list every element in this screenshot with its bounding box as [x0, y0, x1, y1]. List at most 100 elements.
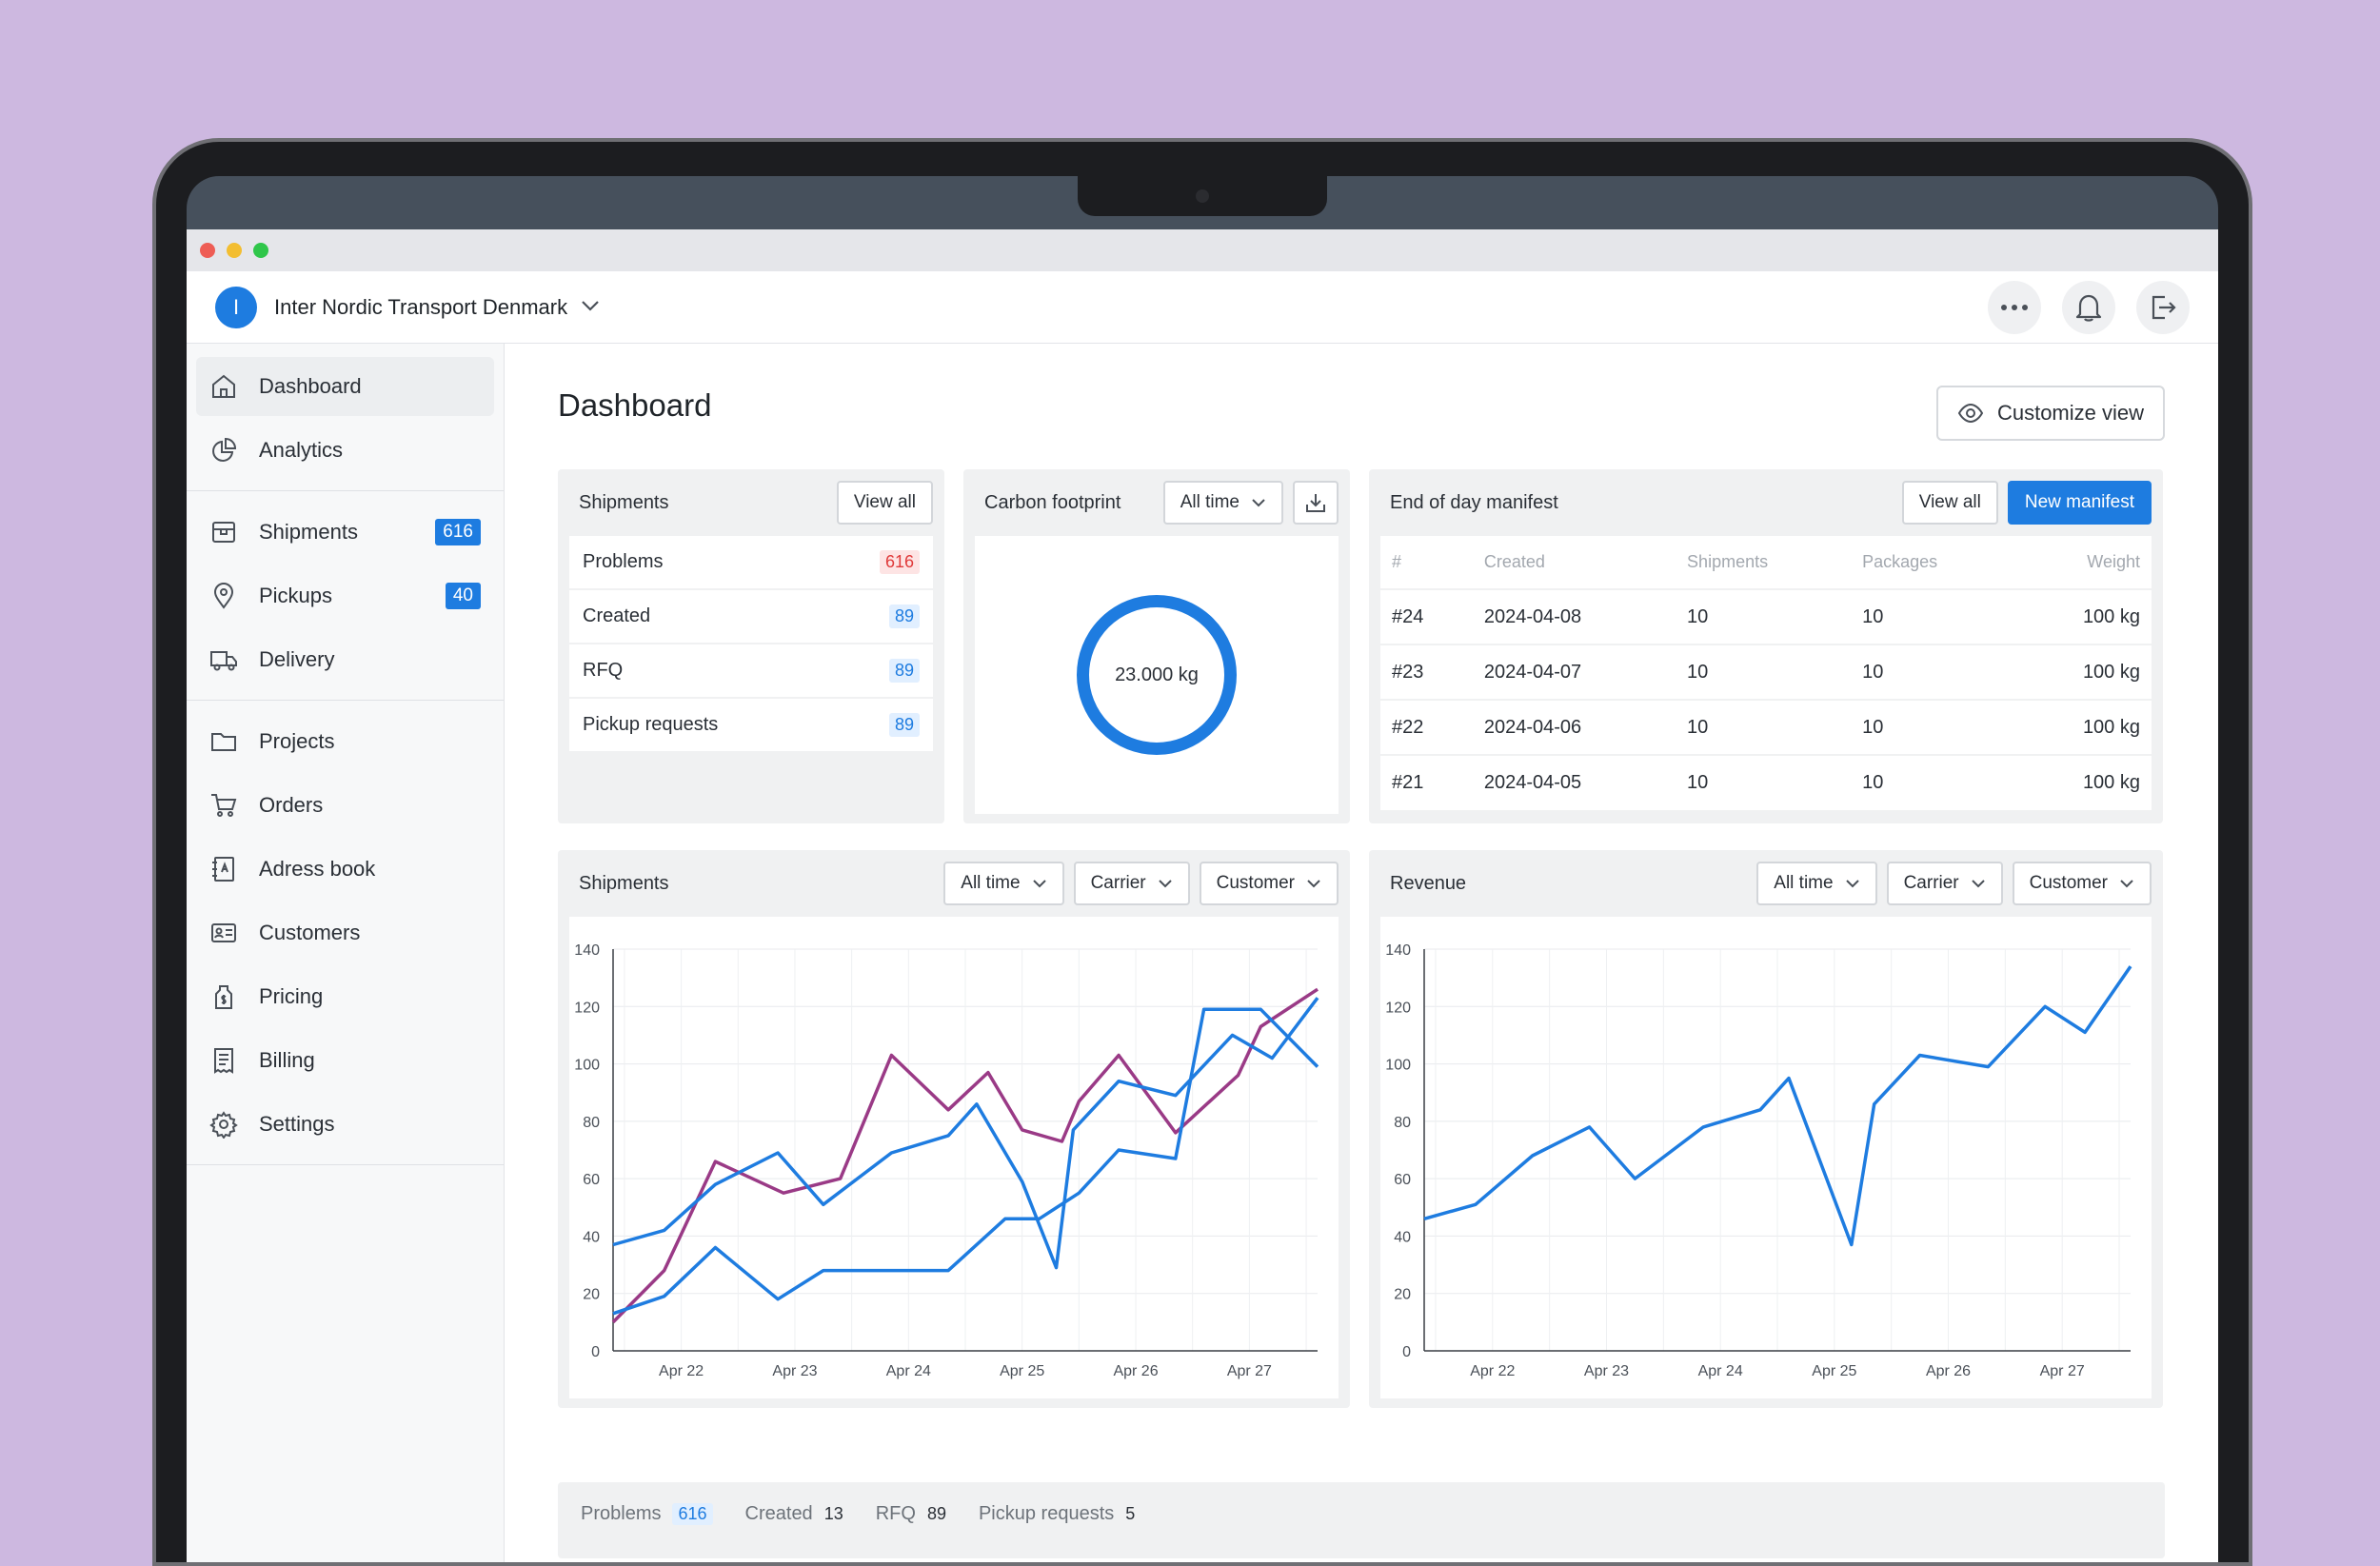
org-avatar[interactable]: I: [215, 286, 257, 328]
filter-dropdown-customer[interactable]: Customer: [1199, 862, 1339, 905]
series-line-1: [1423, 965, 2132, 1247]
list-item[interactable]: Problems 616: [569, 536, 933, 590]
sidebar-item-pickups[interactable]: Pickups 40: [196, 566, 494, 625]
sidebar-item-label: Dashboard: [259, 374, 362, 398]
shipments-card: Shipments View all Problems 616 Created 8…: [558, 469, 944, 823]
carbon-footprint-card: Carbon footprint All time 23.000 kg: [963, 469, 1350, 823]
carbon-value: 23.000 kg: [1077, 595, 1237, 755]
count-badge: 89: [888, 659, 920, 683]
x-tick-label: Apr 24: [886, 1363, 931, 1379]
tab-count: 89: [926, 1504, 946, 1523]
sidebar-item-dashboard[interactable]: Dashboard: [196, 357, 494, 416]
table-cell: #21: [1380, 754, 1473, 810]
page-title: Dashboard: [558, 387, 712, 423]
count-badge: 89: [888, 713, 920, 737]
tab-rfq[interactable]: RFQ 89: [876, 1503, 946, 1525]
sidebar-item-shipments[interactable]: Shipments 616: [196, 503, 494, 562]
revenue-line-chart: 0 20 40 60 80 100 120 140 Apr 22 Apr 23 Apr 24 Apr …: [1385, 942, 2132, 1379]
chevron-down-icon: [1032, 880, 1046, 888]
download-button[interactable]: [1293, 481, 1339, 525]
sidebar-item-projects[interactable]: Projects: [196, 712, 494, 771]
home-icon: [209, 372, 238, 401]
chevron-down-icon: [1307, 880, 1320, 888]
sidebar-item-pricing[interactable]: Pricing: [196, 967, 494, 1026]
maximize-window-button[interactable]: [253, 243, 268, 258]
chevron-down-icon: [1845, 880, 1859, 888]
logout-button[interactable]: [2136, 280, 2190, 334]
sidebar-item-orders[interactable]: Orders: [196, 776, 494, 835]
sidebar-item-label: Settings: [259, 1112, 335, 1136]
table-cell: #23: [1380, 644, 1473, 700]
minimize-window-button[interactable]: [227, 243, 242, 258]
sidebar-item-billing[interactable]: Billing: [196, 1031, 494, 1090]
list-item[interactable]: Created 89: [569, 590, 933, 644]
y-tick-label: 40: [583, 1229, 600, 1245]
series-line-2: [612, 997, 1319, 1270]
count-badge: 40: [445, 583, 481, 609]
table-row[interactable]: #21 2024-04-05 10 10 100 kg: [1380, 754, 2152, 810]
table-cell: 100 kg: [2016, 588, 2152, 644]
table-cell: 10: [1851, 588, 2017, 644]
table-cell: 2024-04-07: [1472, 644, 1676, 700]
x-tick-label: Apr 22: [1470, 1363, 1515, 1379]
filter-dropdown-all-time[interactable]: All time: [1756, 862, 1877, 905]
table-row[interactable]: #24 2024-04-08 10 10 100 kg: [1380, 588, 2152, 644]
card-title: End of day manifest: [1390, 491, 1558, 513]
table-row[interactable]: #23 2024-04-07 10 10 100 kg: [1380, 644, 2152, 700]
sidebar-item-settings[interactable]: Settings: [196, 1095, 494, 1154]
table-row[interactable]: #22 2024-04-06 10 10 100 kg: [1380, 699, 2152, 755]
filter-dropdown-carrier[interactable]: Carrier: [1886, 862, 2003, 905]
table-cell: 10: [1676, 754, 1852, 810]
tab-label: RFQ: [875, 1503, 916, 1524]
x-tick-label: Apr 25: [1812, 1363, 1856, 1379]
y-tick-label: 0: [1402, 1344, 1411, 1360]
tab-problems[interactable]: Problems 616: [581, 1503, 713, 1525]
shipments-chart-card: Shipments All time Carrier Customer 0 20 4…: [558, 850, 1350, 1408]
manifest-view-all-button[interactable]: View all: [1901, 481, 1998, 525]
filter-dropdown-customer[interactable]: Customer: [2012, 862, 2152, 905]
sidebar-item-delivery[interactable]: Delivery: [196, 630, 494, 689]
manifest-table: # Created Shipments Packages Weight #24 2024-…: [1380, 536, 2152, 810]
chevron-down-icon[interactable]: [581, 299, 600, 316]
truck-icon: [209, 645, 238, 674]
y-tick-label: 20: [583, 1287, 600, 1303]
x-tick-label: Apr 24: [1698, 1363, 1743, 1379]
count-badge: 616: [879, 550, 920, 574]
table-cell: 10: [1851, 754, 2017, 810]
x-tick-label: Apr 22: [659, 1363, 704, 1379]
sidebar-item-analytics[interactable]: Analytics: [196, 421, 494, 480]
sidebar-item-label: Projects: [259, 729, 335, 753]
app-window: I Inter Nordic Transport Denmark: [187, 229, 2218, 1562]
list-item[interactable]: Pickup requests 89: [569, 699, 933, 753]
screen-bezel: I Inter Nordic Transport Denmark: [187, 176, 2218, 1562]
list-item[interactable]: RFQ 89: [569, 644, 933, 699]
column-header: Packages: [1862, 552, 1938, 571]
card-title: Revenue: [1390, 872, 1467, 894]
filter-dropdown-carrier[interactable]: Carrier: [1073, 862, 1190, 905]
sidebar-item-customers[interactable]: Customers: [196, 903, 494, 962]
carbon-time-filter[interactable]: All time: [1162, 481, 1283, 525]
chevron-down-icon: [1971, 880, 1985, 888]
notifications-button[interactable]: [2062, 280, 2115, 334]
column-header: Shipments: [1687, 552, 1769, 571]
more-options-button[interactable]: [1988, 280, 2041, 334]
filter-dropdown-all-time[interactable]: All time: [943, 862, 1064, 905]
camera-notch: [1078, 176, 1327, 216]
filter-label: All time: [1180, 492, 1240, 512]
customize-view-button[interactable]: Customize view: [1935, 386, 2165, 441]
y-tick-label: 120: [574, 1000, 600, 1016]
close-window-button[interactable]: [200, 243, 215, 258]
sidebar-item-adress-book[interactable]: Adress book: [196, 840, 494, 899]
tab-count: 13: [823, 1504, 843, 1523]
pie-chart-icon: [209, 436, 238, 465]
sidebar-item-label: Pickups: [259, 584, 333, 607]
table-cell: 100 kg: [2016, 644, 2152, 700]
chevron-down-icon: [1252, 499, 1265, 507]
new-manifest-button[interactable]: New manifest: [2007, 481, 2152, 525]
shipments-view-all-button[interactable]: View all: [836, 481, 933, 525]
bottom-tabs: Problems 616 Created 13 RFQ 89 Pickup reque…: [558, 1482, 2165, 1558]
tab-pickup-requests[interactable]: Pickup requests 5: [979, 1503, 1135, 1525]
ellipsis-icon: [2001, 304, 2028, 310]
tab-created[interactable]: Created 13: [745, 1503, 843, 1525]
org-name[interactable]: Inter Nordic Transport Denmark: [274, 294, 568, 319]
